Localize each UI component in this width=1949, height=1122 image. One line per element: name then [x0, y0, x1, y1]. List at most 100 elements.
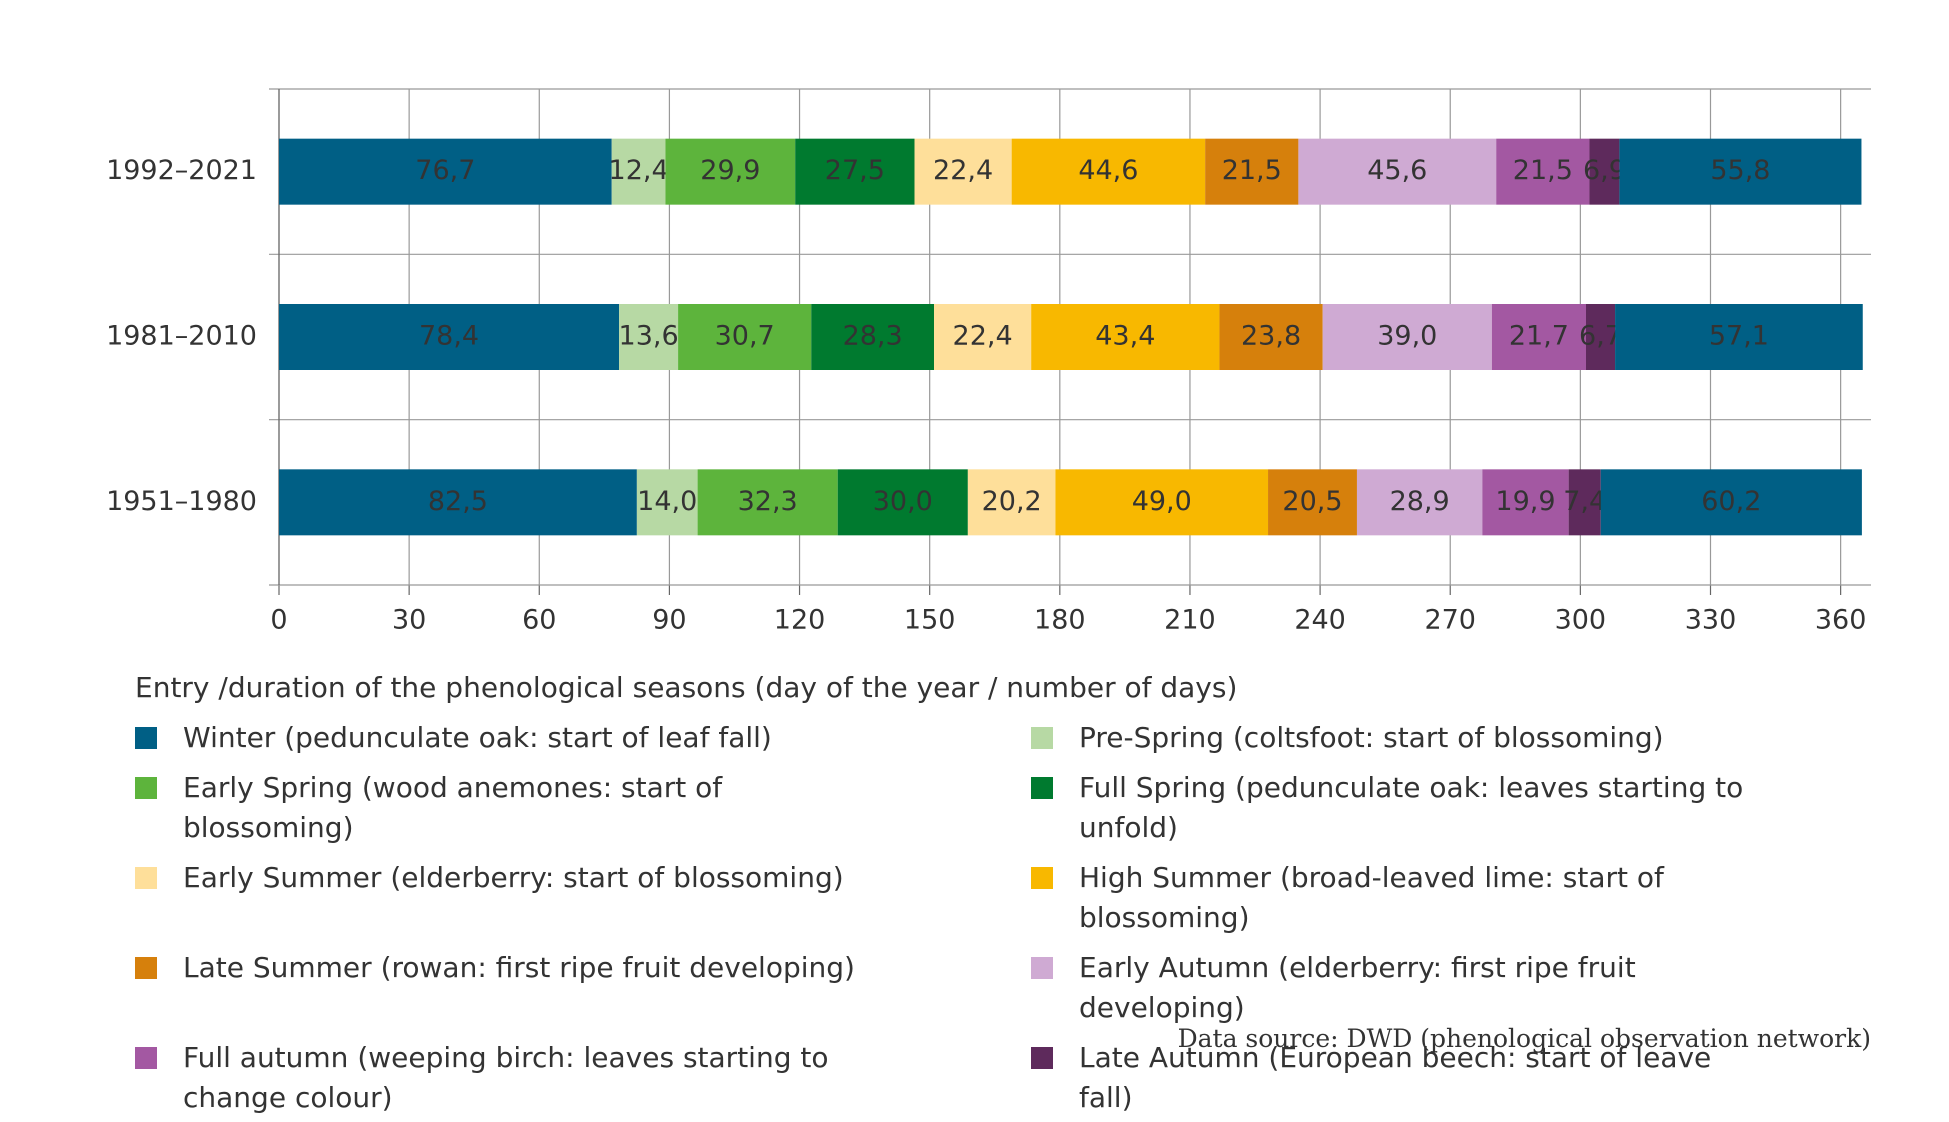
x-tick-label: 120	[774, 605, 826, 636]
data-label: 30,7	[715, 321, 775, 352]
data-label: 19,9	[1495, 486, 1555, 517]
bar-segment	[1322, 304, 1492, 370]
data-label: 21,5	[1513, 155, 1573, 186]
bar-segment	[934, 304, 1032, 370]
x-tick-label: 240	[1294, 605, 1346, 636]
chart: 0 30 60 90 120 150 180 210 240 270 300 330 360 1992–2…	[106, 88, 1871, 636]
x-tick-label: 90	[652, 605, 686, 636]
legend-item: Late Summer (rowan: first ripe fruit dev…	[135, 948, 1031, 988]
legend-item: Early Autumn (elderberry: first ripe fru…	[1031, 948, 1791, 1028]
legend-item: High Summer (broad-leaved lime: start of…	[1031, 858, 1791, 938]
data-label: 39,0	[1377, 321, 1437, 352]
bar-segment	[1496, 138, 1590, 205]
y-tick-label: 1951–1980	[106, 486, 257, 517]
legend-item: Pre-Spring (coltsfoot: start of blossomi…	[1031, 718, 1791, 758]
y-tick-label: 1981–2010	[106, 321, 257, 352]
data-label: 49,0	[1132, 486, 1192, 517]
x-tick-label: 210	[1164, 605, 1216, 636]
bar-segment	[279, 304, 620, 370]
bar-segment	[1298, 138, 1497, 205]
bar-segment	[1491, 304, 1587, 370]
bar-segment	[279, 138, 612, 205]
data-label: 22,4	[933, 155, 993, 186]
legend-label: Full Spring (pedunculate oak: leaves sta…	[1079, 771, 1744, 844]
legend-item: Full Spring (pedunculate oak: leaves sta…	[1031, 768, 1791, 848]
bar-segment	[619, 304, 679, 370]
bar-segment	[967, 469, 1056, 536]
legend: Entry /duration of the phenological seas…	[135, 668, 1895, 1118]
bar-segment	[914, 138, 1012, 205]
x-tick-label: 300	[1555, 605, 1607, 636]
data-label: 55,8	[1710, 155, 1770, 186]
bar-segment	[678, 304, 812, 370]
data-label: 76,7	[415, 155, 475, 186]
bar-segment	[1586, 304, 1616, 370]
legend-label: Pre-Spring (coltsfoot: start of blossomi…	[1079, 721, 1664, 754]
legend-item: Late Autumn (European beech: start of le…	[1031, 1038, 1791, 1118]
data-label: 12,4	[609, 155, 669, 186]
bar-segment	[665, 138, 796, 205]
data-label: 82,5	[428, 486, 488, 517]
bar-segment	[279, 469, 637, 536]
data-label: 32,3	[738, 486, 798, 517]
bar-segment	[1568, 469, 1601, 536]
data-label: 29,9	[700, 155, 760, 186]
data-label: 13,6	[619, 321, 679, 352]
legend-item: Early Summer (elderberry: start of bloss…	[135, 858, 1031, 898]
bar-segment	[1205, 138, 1299, 205]
legend-swatch	[135, 777, 157, 799]
x-tick-label: 60	[522, 605, 556, 636]
legend-swatch	[135, 727, 157, 749]
legend-label: Full autumn (weeping birch: leaves start…	[183, 1041, 829, 1114]
legend-label: Late Summer (rowan: first ripe fruit dev…	[183, 951, 855, 984]
legend-swatch	[1031, 777, 1053, 799]
legend-swatch	[1031, 867, 1053, 889]
legend-swatch	[1031, 957, 1053, 979]
bar-segment	[636, 469, 698, 536]
data-label: 28,9	[1390, 486, 1450, 517]
legend-label: Early Spring (wood anemones: start of bl…	[183, 771, 723, 844]
data-label: 22,4	[953, 321, 1013, 352]
data-label: 30,0	[873, 486, 933, 517]
legend-swatch	[135, 1047, 157, 1069]
legend-item: Early Spring (wood anemones: start of bl…	[135, 768, 1031, 848]
bar-segment	[1268, 469, 1357, 536]
legend-title: Entry /duration of the phenological seas…	[135, 671, 1238, 704]
bar-segment	[1055, 469, 1269, 536]
bar-segment	[1031, 304, 1220, 370]
bar-segment	[795, 138, 915, 205]
legend-label: Early Summer (elderberry: start of bloss…	[183, 861, 844, 894]
legend-swatch	[1031, 727, 1053, 749]
bar-segment	[1600, 469, 1862, 536]
data-label: 28,3	[843, 321, 903, 352]
data-label: 6,7	[1579, 321, 1622, 352]
bar-segment	[1589, 138, 1620, 205]
data-label: 20,2	[982, 486, 1042, 517]
data-label: 23,8	[1241, 321, 1301, 352]
legend-swatch	[1031, 1047, 1053, 1069]
y-tick-label: 1992–2021	[106, 155, 257, 186]
source-note: Data source: DWD (phenological observati…	[1177, 1024, 1871, 1053]
bar-segment	[1615, 304, 1863, 370]
bar-segment	[1219, 304, 1323, 370]
data-label: 43,4	[1095, 321, 1155, 352]
legend-swatch	[135, 867, 157, 889]
bar-segment	[1011, 138, 1206, 205]
legend-item: Full autumn (weeping birch: leaves start…	[135, 1038, 1031, 1118]
legend-item: Winter (pedunculate oak: start of leaf f…	[135, 718, 1031, 758]
data-label: 14,0	[637, 486, 697, 517]
data-label: 78,4	[419, 321, 479, 352]
x-tick-label: 180	[1034, 605, 1086, 636]
bar-segment	[1356, 469, 1483, 536]
x-tick-label: 270	[1424, 605, 1476, 636]
data-label: 21,7	[1509, 321, 1569, 352]
legend-label: High Summer (broad-leaved lime: start of…	[1079, 861, 1664, 934]
data-label: 57,1	[1709, 321, 1769, 352]
bar-segment	[611, 138, 666, 205]
x-tick-label: 360	[1815, 605, 1867, 636]
data-label: 21,5	[1222, 155, 1282, 186]
bar-segment	[1619, 138, 1862, 205]
data-label: 20,5	[1282, 486, 1342, 517]
x-tick-label: 150	[904, 605, 956, 636]
legend-label: Winter (pedunculate oak: start of leaf f…	[183, 721, 772, 754]
